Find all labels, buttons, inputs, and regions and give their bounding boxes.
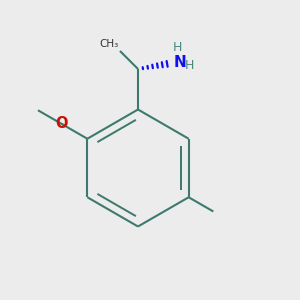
- Text: H: H: [185, 59, 194, 72]
- Text: N: N: [174, 55, 187, 70]
- Text: O: O: [55, 116, 68, 131]
- Text: H: H: [173, 41, 182, 54]
- Text: CH₃: CH₃: [99, 40, 119, 50]
